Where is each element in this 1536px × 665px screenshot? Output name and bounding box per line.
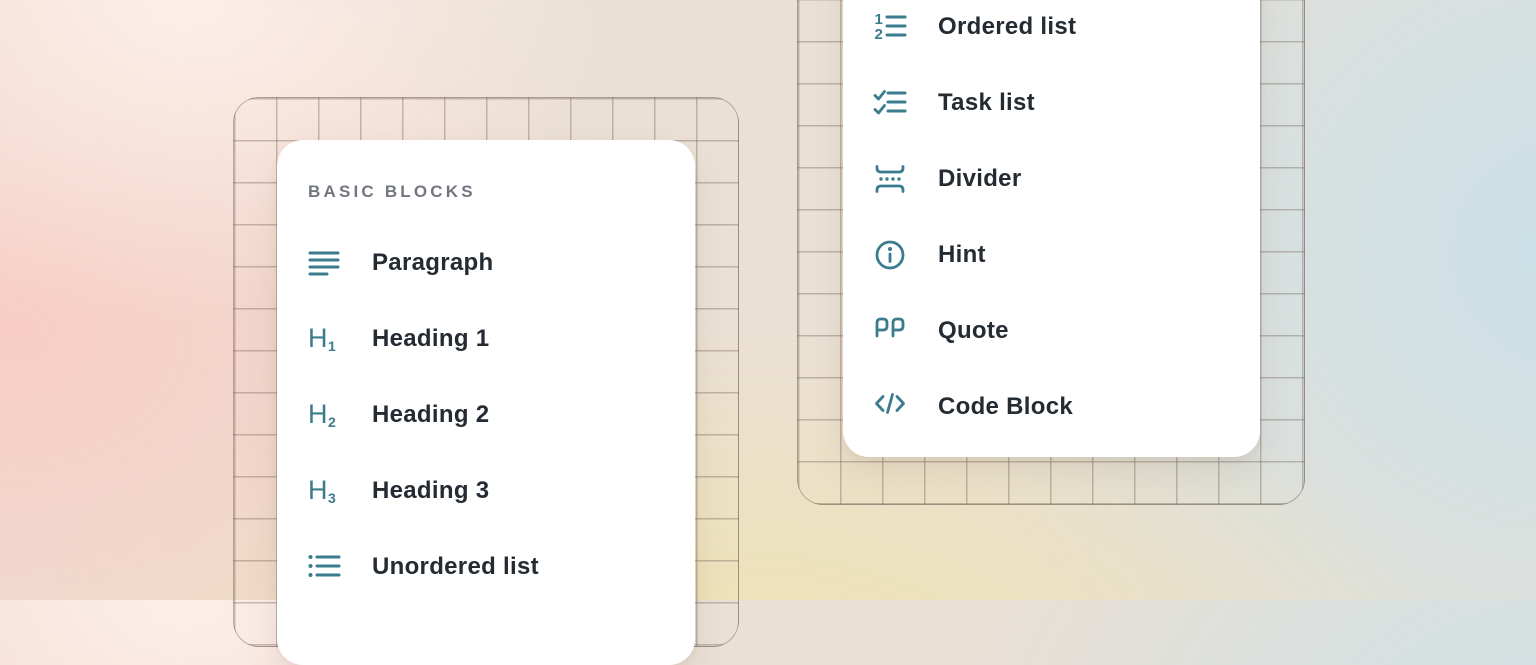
task-list-icon bbox=[873, 86, 907, 120]
divider-icon bbox=[873, 162, 907, 196]
menu-item-label: Task list bbox=[938, 89, 1035, 116]
heading-3-icon: H 3 bbox=[307, 474, 341, 508]
menu-item-label: Ordered list bbox=[938, 13, 1077, 40]
menu-item-label: Code Block bbox=[938, 393, 1074, 420]
heading-2-icon: H 2 bbox=[307, 398, 341, 432]
svg-text:1: 1 bbox=[328, 338, 336, 354]
menu-item-label: Heading 3 bbox=[372, 477, 490, 504]
menu-item-divider[interactable]: Divider bbox=[843, 141, 1260, 217]
svg-text:2: 2 bbox=[328, 414, 336, 430]
ordered-list-icon: 1 2 bbox=[873, 10, 907, 44]
menu-item-heading-1[interactable]: H 1 Heading 1 bbox=[277, 301, 695, 377]
menu-item-unordered-list[interactable]: Unordered list bbox=[277, 529, 695, 605]
menu-item-label: Divider bbox=[938, 165, 1022, 192]
svg-text:2: 2 bbox=[875, 26, 883, 43]
more-blocks-items: 1 2 Ordered list Task list Divider Hint Q… bbox=[843, 0, 1260, 445]
svg-text:H: H bbox=[308, 475, 328, 505]
paragraph-icon bbox=[307, 246, 341, 280]
menu-item-quote[interactable]: Quote bbox=[843, 293, 1260, 369]
menu-item-code-block[interactable]: Code Block bbox=[843, 369, 1260, 445]
menu-item-label: Heading 1 bbox=[372, 325, 490, 352]
svg-text:3: 3 bbox=[328, 490, 336, 506]
basic-blocks-title: BASIC BLOCKS bbox=[308, 182, 476, 201]
menu-item-heading-2[interactable]: H 2 Heading 2 bbox=[277, 377, 695, 453]
menu-item-label: Hint bbox=[938, 241, 986, 268]
menu-item-label: Quote bbox=[938, 317, 1009, 344]
more-blocks-menu: 1 2 Ordered list Task list Divider Hint Q… bbox=[843, 0, 1260, 457]
menu-item-hint[interactable]: Hint bbox=[843, 217, 1260, 293]
hint-icon bbox=[873, 238, 907, 272]
quote-icon bbox=[873, 314, 907, 348]
code-block-icon bbox=[873, 390, 907, 424]
heading-1-icon: H 1 bbox=[307, 322, 341, 356]
svg-text:H: H bbox=[308, 323, 328, 353]
menu-item-ordered-list[interactable]: 1 2 Ordered list bbox=[843, 0, 1260, 65]
svg-text:1: 1 bbox=[875, 11, 883, 28]
menu-item-label: Heading 2 bbox=[372, 401, 490, 428]
menu-item-task-list[interactable]: Task list bbox=[843, 65, 1260, 141]
menu-item-label: Unordered list bbox=[372, 553, 539, 580]
menu-item-heading-3[interactable]: H 3 Heading 3 bbox=[277, 453, 695, 529]
svg-text:H: H bbox=[308, 399, 328, 429]
menu-item-paragraph[interactable]: Paragraph bbox=[277, 225, 695, 301]
unordered-list-icon bbox=[307, 550, 341, 584]
menu-item-label: Paragraph bbox=[372, 249, 494, 276]
